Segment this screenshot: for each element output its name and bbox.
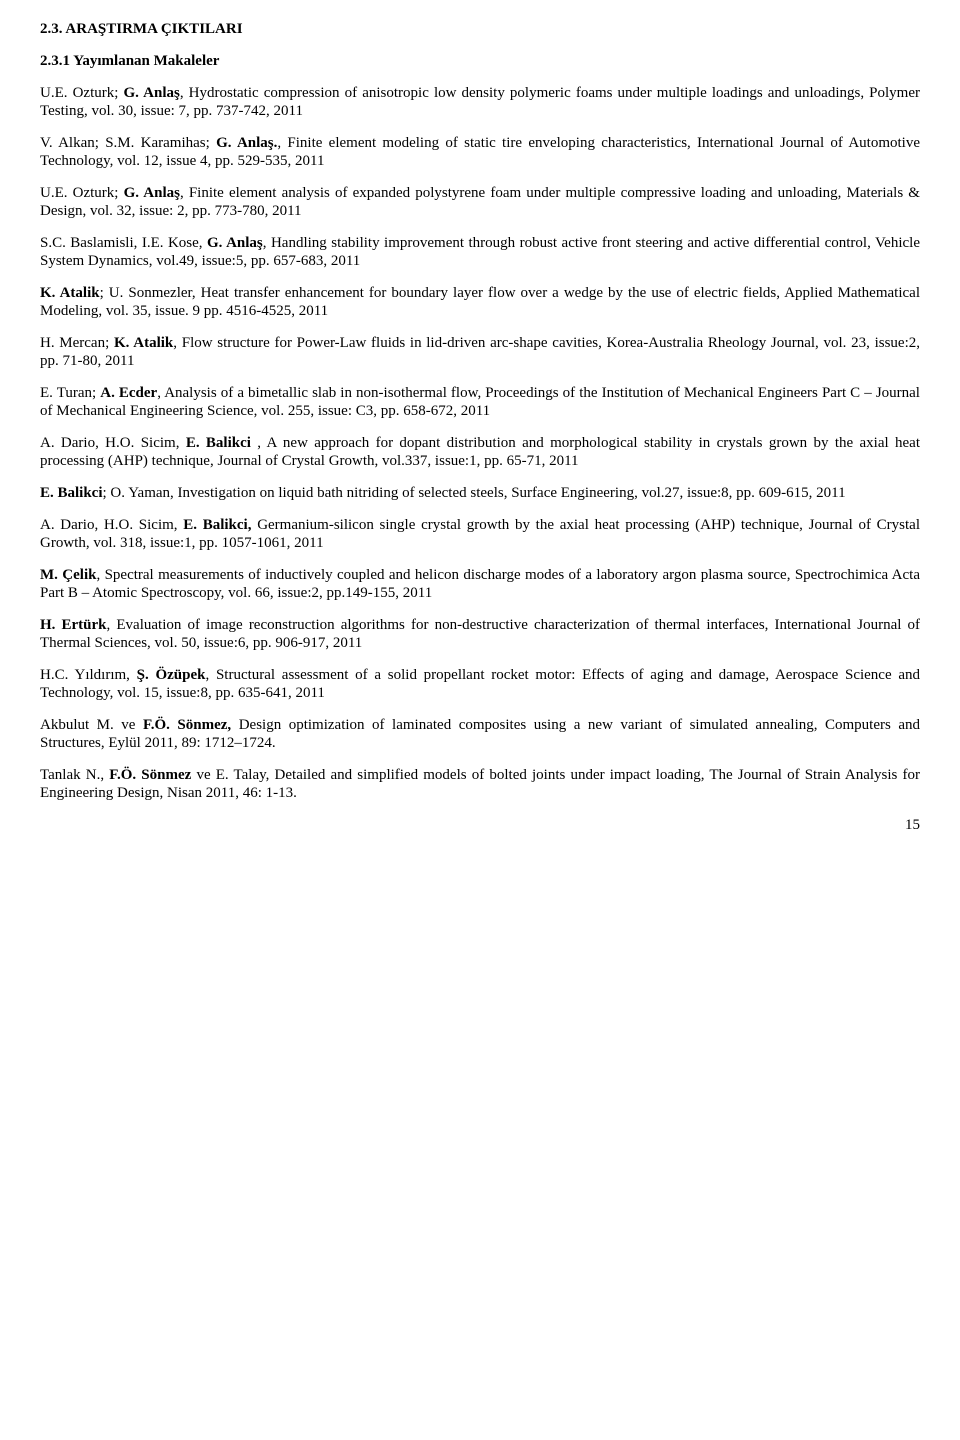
reference-text: V. Alkan; S.M. Karamihas; xyxy=(40,135,216,151)
reference-item: U.E. Ozturk; G. Anlaş, Finite element an… xyxy=(40,184,920,220)
reference-text: E. Turan; xyxy=(40,385,100,401)
reference-author-bold: M. Çelik xyxy=(40,567,96,583)
section-heading: 2.3. ARAŞTIRMA ÇIKTILARI xyxy=(40,20,920,38)
reference-item: M. Çelik, Spectral measurements of induc… xyxy=(40,566,920,602)
reference-text: , Analysis of a bimetallic slab in non-i… xyxy=(40,385,920,419)
reference-author-bold: H. Ertürk xyxy=(40,617,107,633)
reference-author-bold: F.Ö. Sönmez, xyxy=(143,717,231,733)
reference-text: ; U. Sonmezler, Heat transfer enhancemen… xyxy=(40,285,920,319)
reference-author-bold: G. Anlaş. xyxy=(216,135,277,151)
reference-text: A. Dario, H.O. Sicim, xyxy=(40,435,186,451)
reference-item: V. Alkan; S.M. Karamihas; G. Anlaş., Fin… xyxy=(40,134,920,170)
reference-text: ; O. Yaman, Investigation on liquid bath… xyxy=(103,485,846,501)
references-list: U.E. Ozturk; G. Anlaş, Hydrostatic compr… xyxy=(40,84,920,802)
reference-author-bold: G. Anlaş xyxy=(124,185,180,201)
reference-item: E. Turan; A. Ecder, Analysis of a bimeta… xyxy=(40,384,920,420)
reference-text: A. Dario, H.O. Sicim, xyxy=(40,517,183,533)
reference-text: H. Mercan; xyxy=(40,335,114,351)
reference-item: Akbulut M. ve F.Ö. Sönmez, Design optimi… xyxy=(40,716,920,752)
reference-author-bold: A. Ecder xyxy=(100,385,157,401)
page-number: 15 xyxy=(40,816,920,834)
reference-author-bold: Ş. Özüpek xyxy=(137,667,206,683)
reference-author-bold: E. Balikci xyxy=(40,485,103,501)
reference-author-bold: G. Anlaş xyxy=(207,235,263,251)
reference-author-bold: G. Anlaş xyxy=(123,85,179,101)
reference-author-bold: E. Balikci xyxy=(186,435,251,451)
reference-item: E. Balikci; O. Yaman, Investigation on l… xyxy=(40,484,920,502)
reference-text: U.E. Ozturk; xyxy=(40,85,123,101)
reference-item: A. Dario, H.O. Sicim, E. Balikci , A new… xyxy=(40,434,920,470)
reference-author-bold: K. Atalik xyxy=(114,335,173,351)
reference-text: Akbulut M. ve xyxy=(40,717,143,733)
reference-item: H. Ertürk, Evaluation of image reconstru… xyxy=(40,616,920,652)
reference-text: S.C. Baslamisli, I.E. Kose, xyxy=(40,235,207,251)
reference-author-bold: E. Balikci, xyxy=(183,517,251,533)
subsection-heading: 2.3.1 Yayımlanan Makaleler xyxy=(40,52,920,70)
reference-item: K. Atalik; U. Sonmezler, Heat transfer e… xyxy=(40,284,920,320)
reference-text: Tanlak N., xyxy=(40,767,109,783)
reference-item: S.C. Baslamisli, I.E. Kose, G. Anlaş, Ha… xyxy=(40,234,920,270)
reference-text: , Evaluation of image reconstruction alg… xyxy=(40,617,920,651)
reference-author-bold: F.Ö. Sönmez xyxy=(109,767,191,783)
reference-text: , Spectral measurements of inductively c… xyxy=(40,567,920,601)
reference-item: A. Dario, H.O. Sicim, E. Balikci, German… xyxy=(40,516,920,552)
reference-item: Tanlak N., F.Ö. Sönmez ve E. Talay, Deta… xyxy=(40,766,920,802)
reference-item: H. Mercan; K. Atalik, Flow structure for… xyxy=(40,334,920,370)
reference-author-bold: K. Atalik xyxy=(40,285,100,301)
reference-item: U.E. Ozturk; G. Anlaş, Hydrostatic compr… xyxy=(40,84,920,120)
reference-item: H.C. Yıldırım, Ş. Özüpek, Structural ass… xyxy=(40,666,920,702)
reference-text: H.C. Yıldırım, xyxy=(40,667,137,683)
reference-text: U.E. Ozturk; xyxy=(40,185,124,201)
